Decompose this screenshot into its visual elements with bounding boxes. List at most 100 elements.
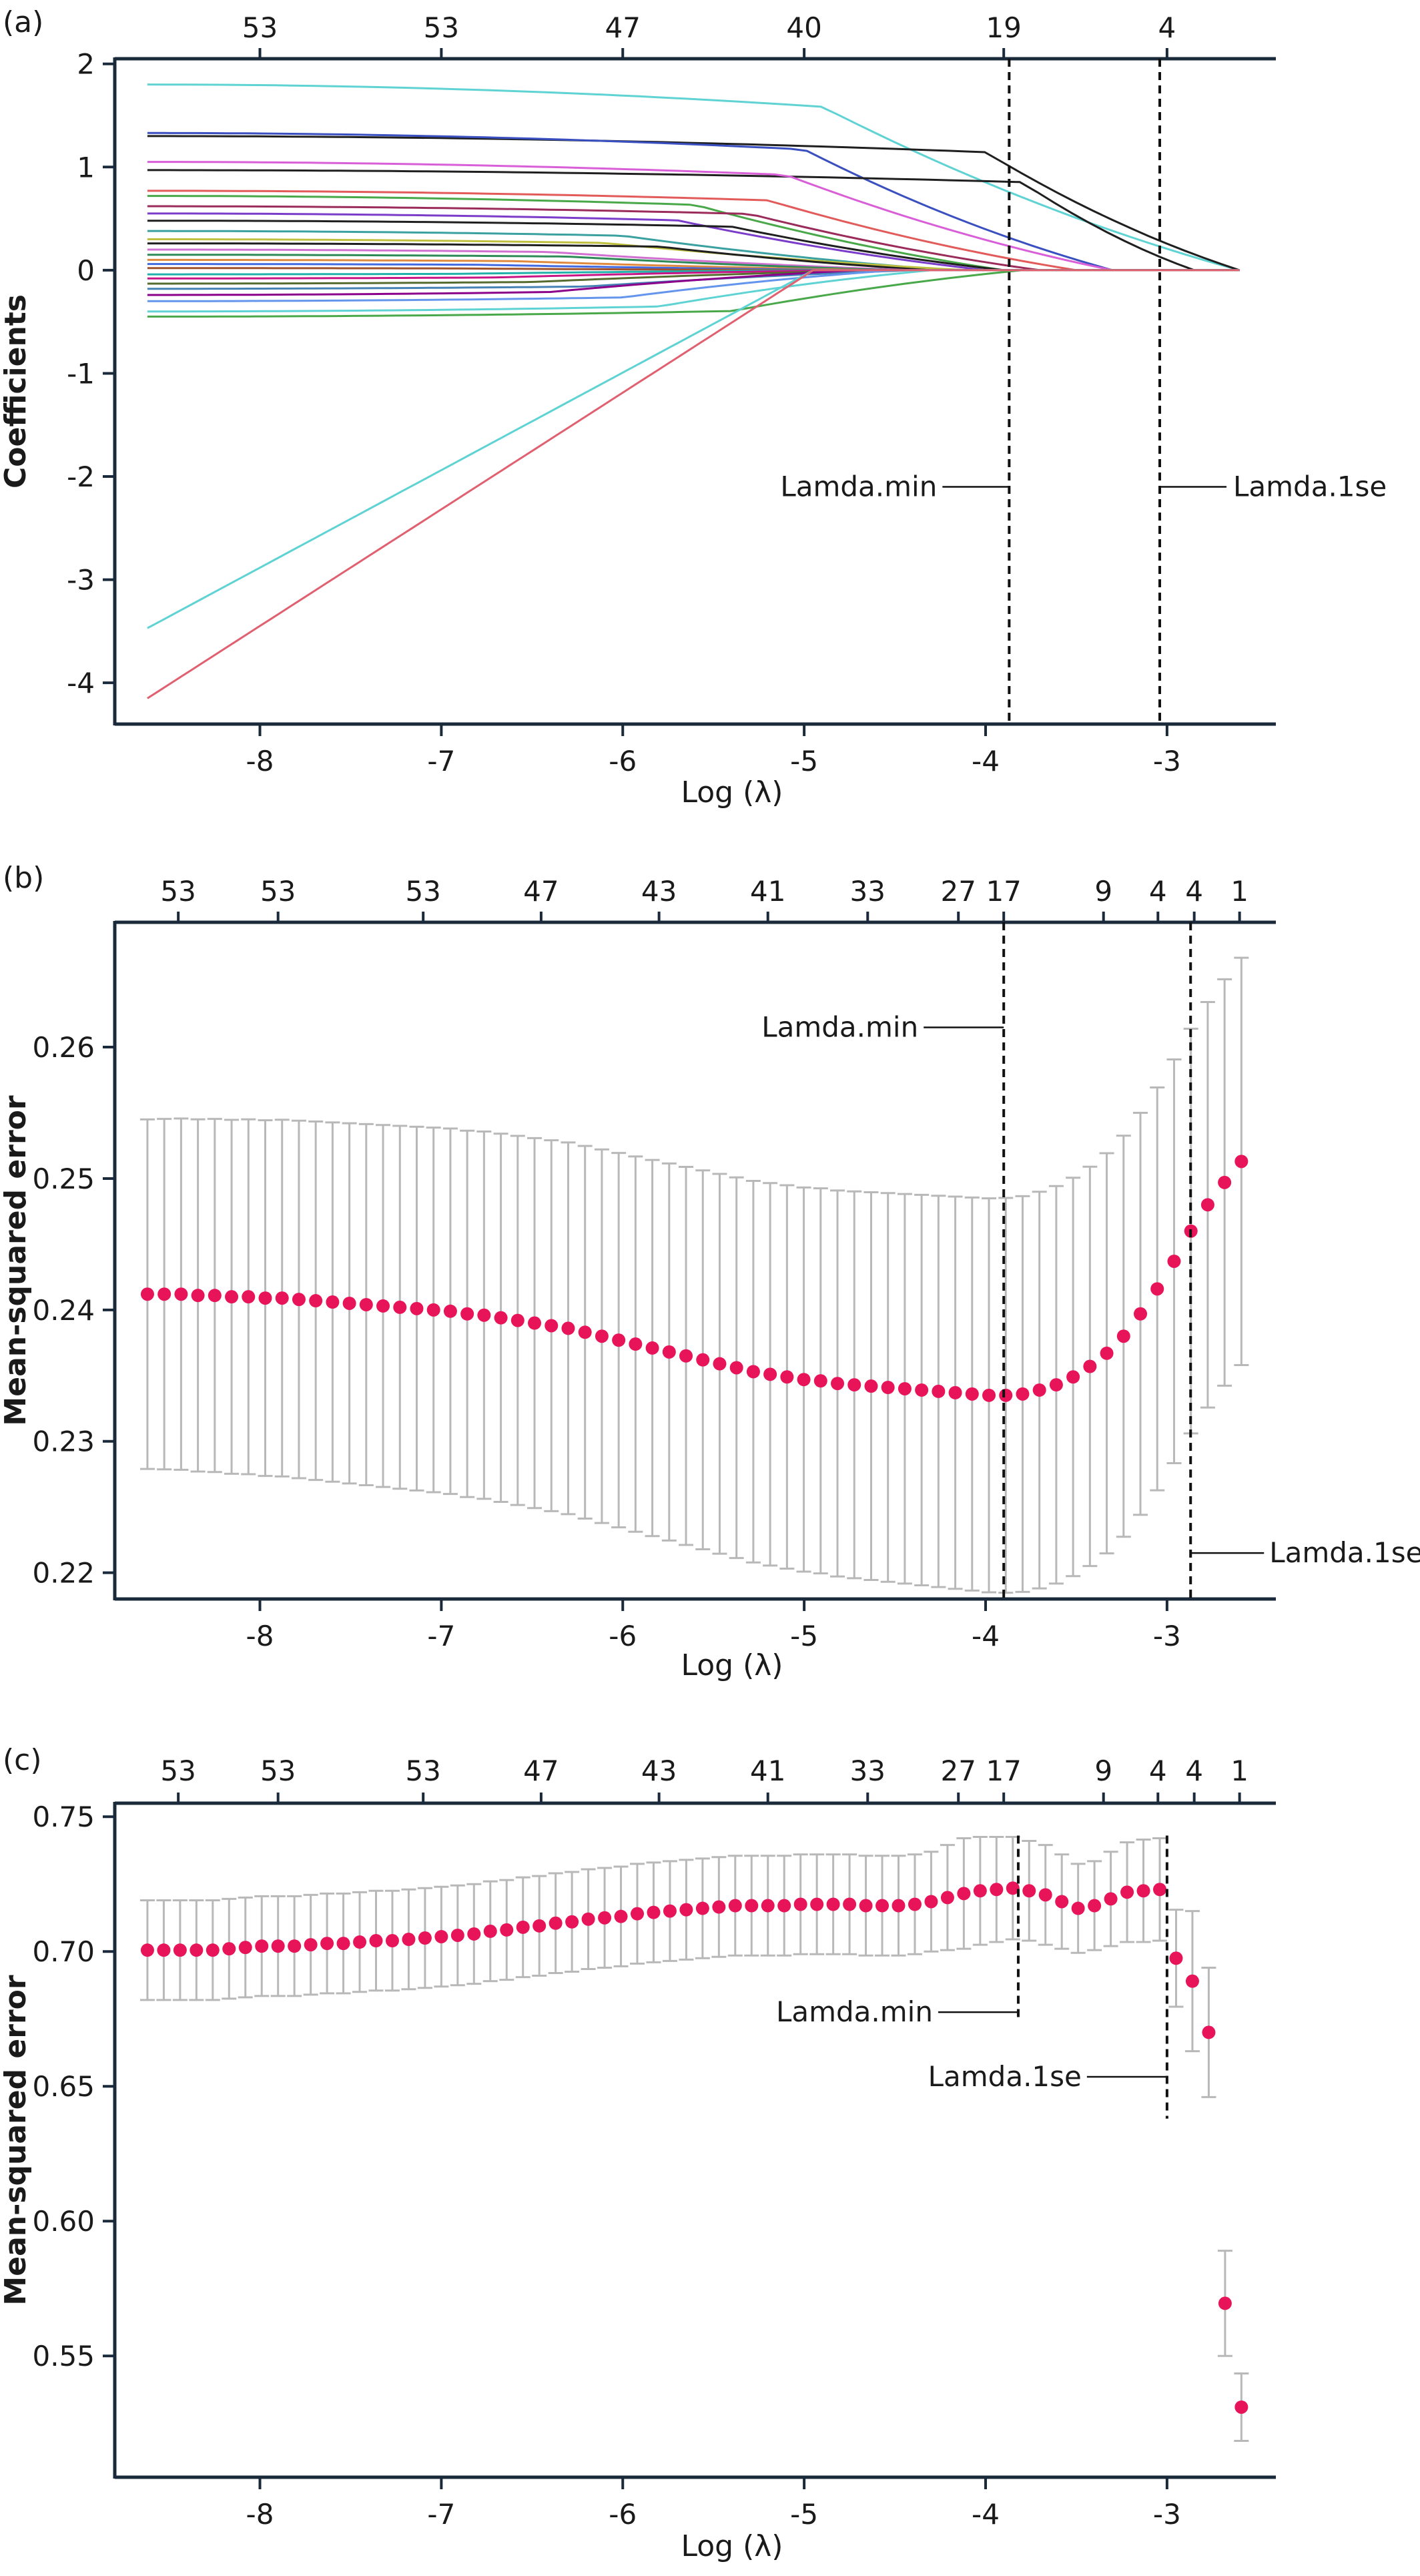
top-tick-label: 27 (940, 1754, 976, 1787)
mse-point (190, 1943, 204, 1957)
mse-point (222, 1942, 236, 1956)
coefficient-path (147, 131, 1240, 272)
mse-point (483, 1924, 497, 1938)
top-tick-label: 47 (605, 11, 641, 44)
mse-point (797, 1373, 811, 1387)
top-tick-label: 53 (405, 1754, 440, 1787)
mse-point (663, 1904, 677, 1918)
mse-point (206, 1943, 220, 1957)
annotation-lambda-1se: Lamda.1se (1233, 470, 1387, 503)
mse-point (629, 1337, 643, 1351)
mse-point (847, 1378, 861, 1392)
x-tick-label: -3 (1153, 2498, 1181, 2531)
mse-point (892, 1899, 906, 1913)
top-tick-label: 53 (260, 1754, 296, 1787)
mse-point (957, 1887, 971, 1901)
coefficient-path (147, 269, 1240, 276)
annotation-lambda-min: Lamda.min (776, 1995, 933, 2028)
mse-point (1071, 1901, 1085, 1915)
mse-point (908, 1897, 922, 1911)
mse-point (745, 1899, 759, 1913)
mse-point (174, 1287, 188, 1301)
x-tick-label: -7 (427, 2498, 455, 2531)
mse-point (990, 1883, 1004, 1897)
mse-point (1202, 2025, 1216, 2039)
mse-point (1066, 1370, 1080, 1384)
mse-point (1234, 2400, 1249, 2414)
mse-point (1104, 1892, 1118, 1906)
x-tick-label: -8 (246, 1620, 274, 1652)
mse-point (369, 1934, 383, 1948)
y-tick-label: 0 (77, 254, 95, 287)
top-tick-label: 1 (1230, 875, 1249, 908)
top-tick-label: 1 (1230, 1754, 1249, 1787)
mse-point (924, 1895, 938, 1909)
coefficient-path (147, 205, 1240, 272)
mse-point (549, 1916, 563, 1930)
coefficient-path (147, 269, 1240, 629)
mse-point (595, 1329, 609, 1343)
coefficient-path (147, 269, 1240, 290)
y-tick-label: 0.70 (32, 1935, 95, 1968)
x-axis-title: Log (λ) (681, 2529, 783, 2563)
mse-point (402, 1933, 416, 1947)
y-tick-label: 0.24 (32, 1294, 95, 1327)
mse-point (242, 1290, 256, 1304)
mse-point (864, 1379, 878, 1393)
annotation-lambda-min: Lamda.min (780, 470, 937, 503)
coefficient-path (147, 269, 1240, 302)
mse-point (565, 1915, 579, 1929)
top-tick-label: 53 (405, 875, 440, 908)
mse-point (746, 1365, 760, 1379)
mse-point (965, 1387, 979, 1401)
mse-point (359, 1297, 373, 1311)
y-axis-title: Coefficients (0, 294, 33, 489)
top-tick-label: 41 (750, 875, 785, 908)
top-tick-label: 4 (1158, 11, 1176, 44)
top-tick-label: 17 (986, 875, 1021, 908)
mse-point (1038, 1888, 1052, 1902)
panel-label-a: (a) (3, 5, 43, 39)
mse-point (645, 1341, 659, 1355)
x-axis-title: Log (λ) (681, 1648, 783, 1682)
mse-point (494, 1311, 508, 1325)
y-tick-label: -2 (67, 460, 95, 493)
top-tick-label: 53 (160, 875, 196, 908)
mse-point (545, 1319, 559, 1333)
coefficient-path (147, 169, 1240, 272)
mse-point (859, 1899, 873, 1913)
y-tick-label: 0.22 (32, 1557, 95, 1590)
mse-point (875, 1899, 890, 1913)
y-tick-label: -3 (67, 564, 95, 597)
y-tick-label: 0.65 (32, 2070, 95, 2103)
mse-point (1136, 1884, 1150, 1898)
mse-point (418, 1931, 432, 1945)
mse-point (208, 1289, 222, 1303)
mse-point (342, 1296, 356, 1310)
x-tick-label: -6 (609, 1620, 637, 1652)
mse-point (191, 1289, 205, 1303)
mse-point (631, 1907, 644, 1921)
top-tick-label: 4 (1185, 875, 1203, 908)
coefficient-path (147, 135, 1240, 272)
mse-point (780, 1370, 794, 1384)
mse-point (225, 1290, 239, 1304)
mse-point (443, 1304, 457, 1318)
top-tick-label: 53 (260, 875, 296, 908)
mse-point (810, 1897, 824, 1911)
coefficient-path (147, 248, 1240, 272)
mse-point (1088, 1899, 1102, 1913)
mse-point (763, 1367, 777, 1381)
coefficient-path (147, 83, 1240, 272)
y-tick-label: -4 (67, 667, 95, 699)
mse-point (1169, 1951, 1183, 1965)
mse-point (561, 1321, 575, 1335)
coefficient-path (147, 269, 1240, 318)
top-tick-label: 4 (1149, 875, 1167, 908)
mse-point (1167, 1254, 1181, 1268)
x-tick-label: -7 (427, 745, 455, 777)
mse-point (410, 1301, 424, 1315)
mse-point (612, 1333, 626, 1347)
top-tick-label: 27 (940, 875, 976, 908)
